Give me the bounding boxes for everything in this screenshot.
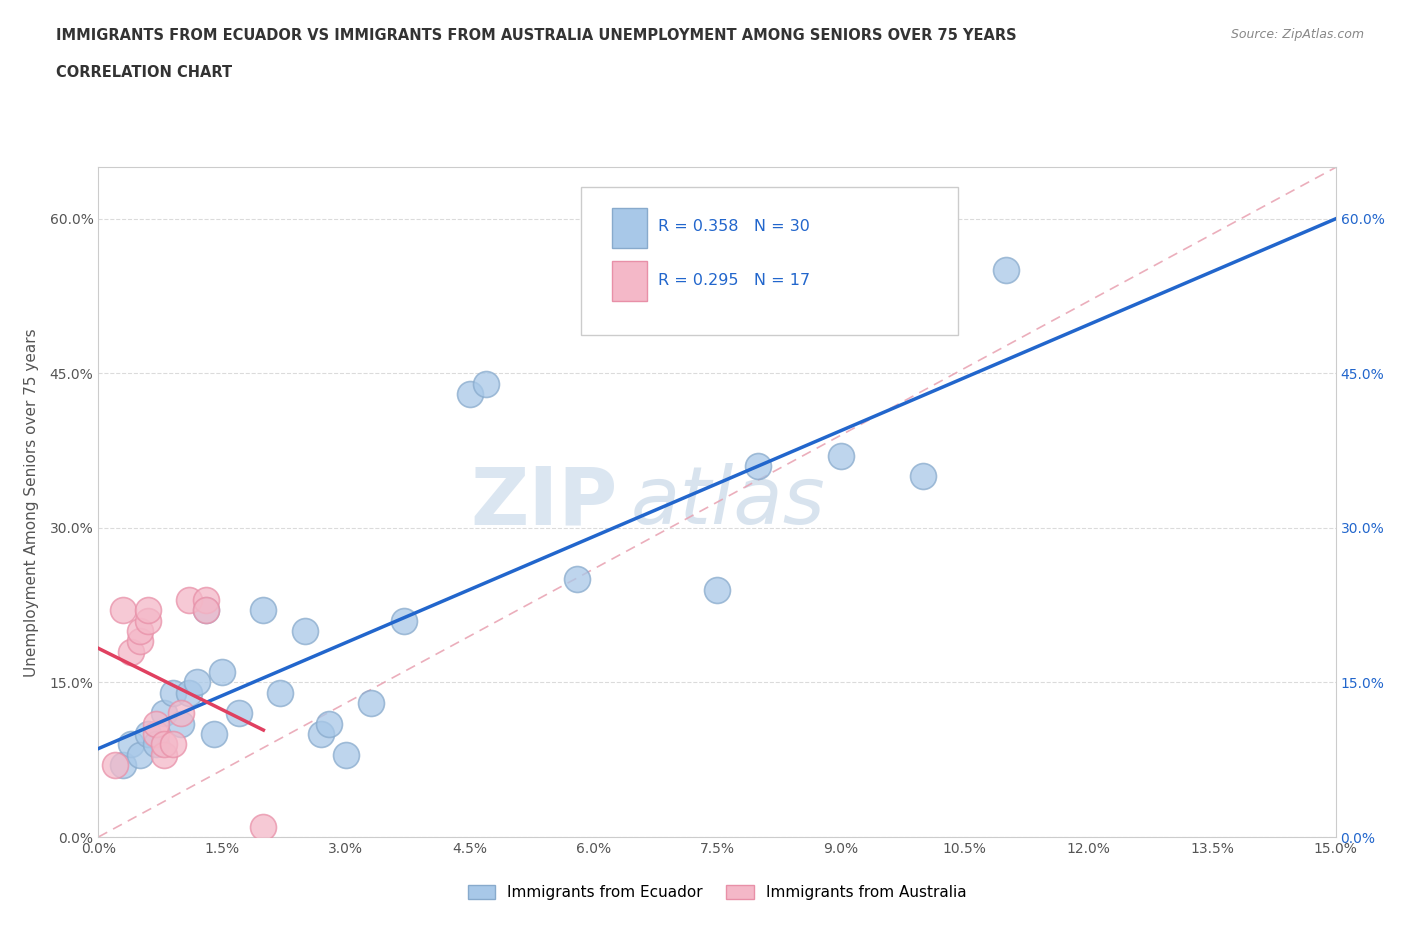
Point: [120, 644, 142, 659]
Point: [706, 582, 728, 597]
Point: [162, 685, 184, 700]
Point: [360, 696, 382, 711]
Point: [747, 458, 769, 473]
Point: [179, 685, 201, 700]
Point: [912, 469, 935, 484]
Point: [136, 613, 159, 628]
Point: [194, 603, 217, 618]
Point: [104, 757, 127, 772]
Point: [335, 747, 357, 762]
Point: [153, 737, 176, 751]
Point: [120, 737, 142, 751]
Point: [153, 706, 176, 721]
Point: [186, 675, 208, 690]
Point: [228, 706, 250, 721]
Point: [565, 572, 588, 587]
Point: [994, 263, 1017, 278]
Text: CORRELATION CHART: CORRELATION CHART: [56, 65, 232, 80]
Point: [128, 623, 150, 638]
Point: [309, 726, 332, 741]
Point: [458, 387, 481, 402]
Point: [145, 726, 167, 741]
Point: [153, 747, 176, 762]
Point: [202, 726, 225, 741]
Point: [211, 665, 233, 680]
Text: Source: ZipAtlas.com: Source: ZipAtlas.com: [1230, 28, 1364, 41]
FancyBboxPatch shape: [612, 261, 647, 301]
Point: [112, 603, 135, 618]
Point: [179, 592, 201, 607]
Point: [136, 603, 159, 618]
Point: [162, 737, 184, 751]
FancyBboxPatch shape: [612, 207, 647, 247]
Text: R = 0.358   N = 30: R = 0.358 N = 30: [658, 219, 810, 234]
Point: [128, 747, 150, 762]
Text: IMMIGRANTS FROM ECUADOR VS IMMIGRANTS FROM AUSTRALIA UNEMPLOYMENT AMONG SENIORS : IMMIGRANTS FROM ECUADOR VS IMMIGRANTS FR…: [56, 28, 1017, 43]
Point: [252, 603, 274, 618]
Point: [392, 613, 415, 628]
Point: [194, 603, 217, 618]
Point: [128, 634, 150, 649]
Point: [194, 592, 217, 607]
Point: [252, 819, 274, 834]
Text: R = 0.295   N = 17: R = 0.295 N = 17: [658, 273, 810, 288]
Point: [269, 685, 291, 700]
Point: [136, 726, 159, 741]
Point: [294, 623, 316, 638]
Point: [318, 716, 340, 731]
Point: [170, 716, 193, 731]
Text: ZIP: ZIP: [471, 463, 619, 541]
Legend: Immigrants from Ecuador, Immigrants from Australia: Immigrants from Ecuador, Immigrants from…: [461, 879, 973, 907]
FancyBboxPatch shape: [581, 188, 959, 335]
Point: [145, 716, 167, 731]
Point: [475, 377, 498, 392]
Y-axis label: Unemployment Among Seniors over 75 years: Unemployment Among Seniors over 75 years: [24, 328, 38, 676]
Point: [112, 757, 135, 772]
Point: [145, 737, 167, 751]
Point: [830, 448, 852, 463]
Text: atlas: atlas: [630, 463, 825, 541]
Point: [170, 706, 193, 721]
